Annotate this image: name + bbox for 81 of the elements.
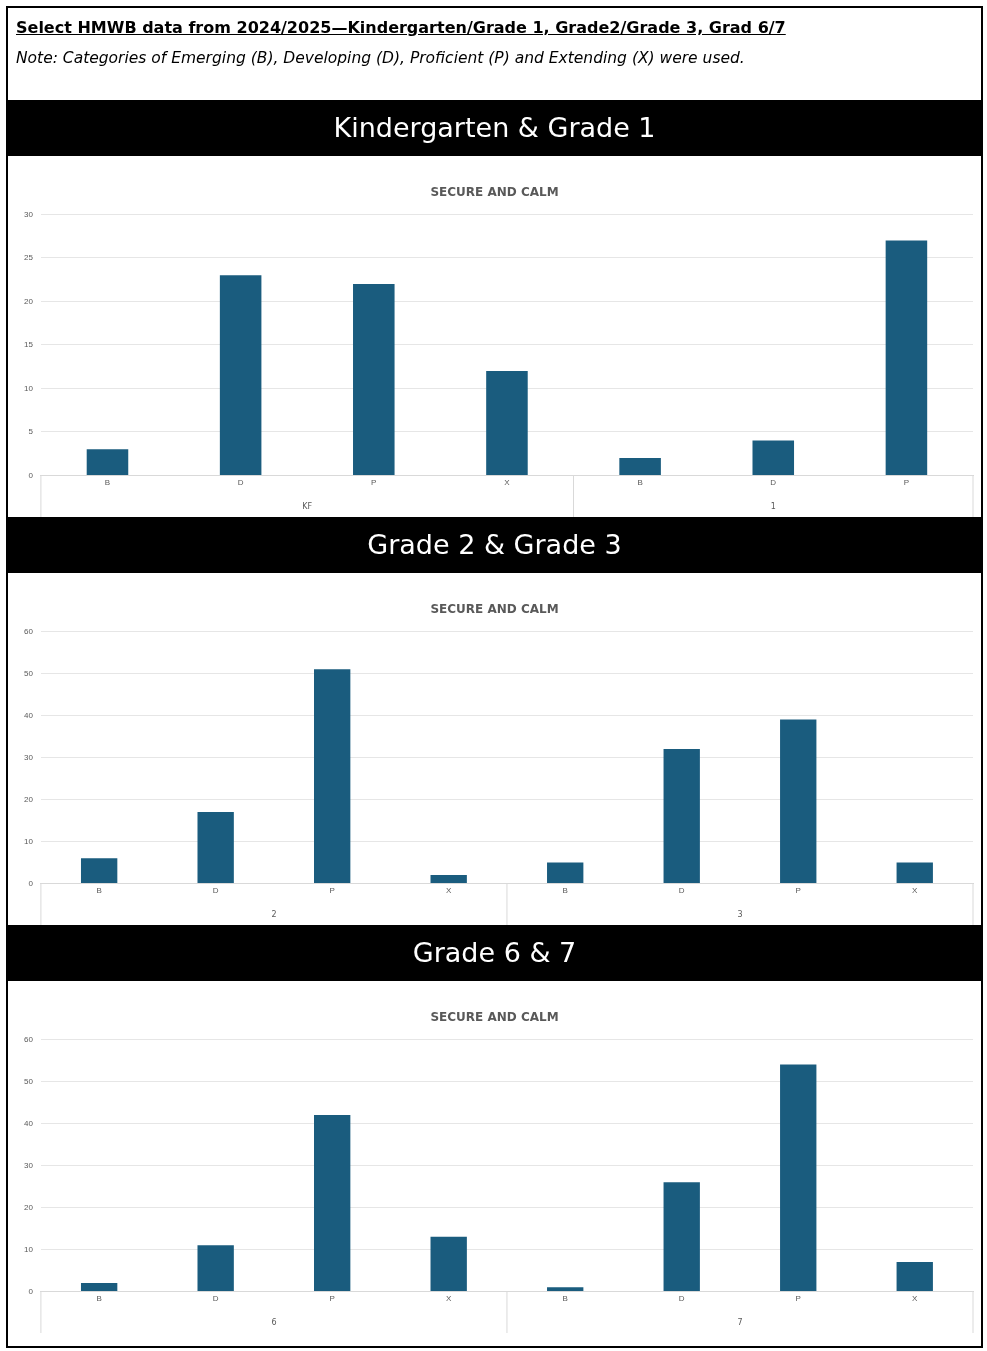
bar bbox=[663, 1182, 700, 1291]
bar bbox=[197, 812, 234, 883]
x-tick-label: D bbox=[212, 1294, 219, 1304]
x-tick-label: P bbox=[371, 478, 377, 488]
y-tick-label: 60 bbox=[23, 1034, 34, 1044]
bar bbox=[885, 240, 928, 475]
y-tick-label: 40 bbox=[23, 710, 34, 720]
x-tick-label: B bbox=[562, 1294, 568, 1304]
y-tick-label: 25 bbox=[23, 253, 34, 263]
bar bbox=[80, 1283, 118, 1291]
text: 2 bbox=[271, 910, 277, 920]
bar bbox=[752, 440, 795, 475]
y-tick-label: 30 bbox=[23, 209, 34, 219]
bar bbox=[314, 669, 351, 883]
x-tick-label: D bbox=[770, 478, 777, 488]
text: KF bbox=[302, 502, 313, 512]
x-tick-label: D bbox=[678, 886, 685, 896]
text: 6 bbox=[271, 1318, 277, 1328]
y-tick-label: 50 bbox=[23, 668, 34, 678]
x-tick-label: P bbox=[329, 886, 335, 896]
y-tick-label: 20 bbox=[23, 794, 34, 804]
bar bbox=[353, 284, 395, 475]
y-tick-label: 50 bbox=[23, 1076, 34, 1086]
x-tick-label: D bbox=[237, 478, 244, 488]
x-tick-label: X bbox=[912, 886, 919, 896]
text: Select HMWB data from 2024/2025—Kindergarten/Grade 1, Grade2/Grade 3, Grad 6/7 bbox=[16, 18, 787, 37]
y-tick-label: 40 bbox=[23, 1118, 34, 1128]
bar bbox=[430, 1236, 467, 1291]
chart-title: Grade 2 & Grade 3 bbox=[8, 517, 981, 573]
text: Note: Categories of Emerging (B), Developing (D), Proficient (P) and Extending (X) were used. bbox=[16, 49, 746, 67]
y-tick-label: 10 bbox=[23, 383, 34, 393]
x-tick-label: X bbox=[446, 886, 453, 896]
x-tick-label: X bbox=[912, 1294, 919, 1304]
bar bbox=[197, 1245, 234, 1291]
x-tick-label: B bbox=[562, 886, 568, 896]
text: 1 bbox=[770, 502, 776, 512]
y-tick-label: 0 bbox=[28, 470, 34, 480]
bar bbox=[619, 458, 661, 475]
y-tick-label: 10 bbox=[23, 1244, 34, 1254]
x-tick-label: X bbox=[446, 1294, 453, 1304]
bar bbox=[547, 1287, 584, 1291]
bar bbox=[314, 1115, 351, 1291]
x-tick-label: B bbox=[637, 478, 643, 488]
bar bbox=[219, 275, 262, 475]
text: 3 bbox=[737, 910, 743, 920]
bar bbox=[486, 371, 528, 475]
bar bbox=[430, 875, 467, 883]
y-tick-label: 20 bbox=[23, 1202, 34, 1212]
x-tick-label: P bbox=[795, 1294, 801, 1304]
bar bbox=[80, 858, 118, 883]
chart-subtitle: SECURE AND CALM bbox=[430, 185, 559, 200]
y-tick-label: 10 bbox=[23, 836, 34, 846]
chart-subtitle: SECURE AND CALM bbox=[430, 602, 559, 617]
chart-title: Kindergarten & Grade 1 bbox=[8, 100, 981, 156]
y-tick-label: 0 bbox=[28, 878, 34, 888]
x-tick-label: P bbox=[795, 886, 801, 896]
bar bbox=[663, 749, 700, 883]
x-tick-label: X bbox=[504, 478, 511, 488]
x-tick-label: B bbox=[96, 1294, 102, 1304]
chart-subtitle: SECURE AND CALM bbox=[430, 1010, 559, 1025]
x-tick-label: D bbox=[678, 1294, 685, 1304]
x-tick-label: P bbox=[329, 1294, 335, 1304]
bar bbox=[547, 862, 584, 883]
x-tick-label: B bbox=[104, 478, 111, 488]
y-tick-label: 0 bbox=[28, 1286, 34, 1296]
y-tick-label: 15 bbox=[23, 340, 34, 350]
x-tick-label: B bbox=[96, 886, 102, 896]
bar bbox=[780, 719, 817, 883]
x-tick-label: P bbox=[903, 478, 910, 488]
y-tick-label: 30 bbox=[23, 752, 34, 762]
y-tick-label: 20 bbox=[23, 296, 34, 306]
y-tick-label: 60 bbox=[23, 626, 34, 636]
y-tick-label: 5 bbox=[28, 427, 34, 437]
x-tick-label: D bbox=[212, 886, 219, 896]
bar bbox=[896, 1262, 933, 1291]
bar bbox=[896, 862, 933, 883]
chart-title: Grade 6 & 7 bbox=[8, 925, 981, 981]
bar bbox=[86, 449, 129, 475]
y-tick-label: 30 bbox=[23, 1160, 34, 1170]
text: 7 bbox=[737, 1318, 743, 1328]
bar bbox=[780, 1064, 817, 1291]
